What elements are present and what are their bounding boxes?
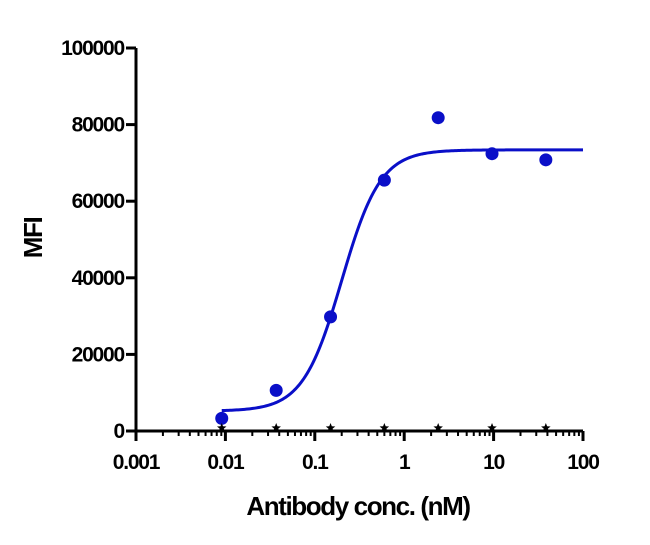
tick-labels: 0 20000 40000 60000 80000 100000 0.001 0.01 0.1 1… bbox=[61, 37, 600, 474]
y-tick-label: 60000 bbox=[72, 190, 125, 213]
data-point bbox=[539, 153, 553, 167]
control-point-marker bbox=[541, 423, 551, 433]
y-tick-label: 40000 bbox=[72, 267, 125, 290]
x-tick-label: 10 bbox=[483, 451, 504, 474]
y-tick-label: 20000 bbox=[72, 343, 125, 366]
ticks bbox=[126, 46, 585, 441]
data-point bbox=[431, 111, 445, 125]
y-tick-label: 80000 bbox=[72, 114, 125, 137]
data-point bbox=[269, 383, 283, 397]
x-tick-label: 1 bbox=[399, 451, 411, 474]
data-point bbox=[377, 173, 391, 187]
x-axis-title: Antibody conc. (nM) bbox=[246, 491, 470, 521]
x-tick-label: 0.1 bbox=[302, 451, 329, 474]
control-point-marker bbox=[216, 423, 227, 433]
fit-curve bbox=[221, 148, 583, 413]
data-point bbox=[324, 310, 338, 324]
x-tick-label: 0.001 bbox=[113, 451, 161, 474]
y-axis-title: MFI bbox=[18, 218, 48, 259]
x-tick-label: 100 bbox=[567, 451, 599, 474]
control-point-marker bbox=[325, 423, 336, 433]
data-points bbox=[215, 111, 553, 433]
control-point-marker bbox=[487, 423, 497, 433]
y-tick-label: 0 bbox=[114, 420, 125, 443]
data-point bbox=[485, 147, 499, 161]
fit-curves bbox=[221, 148, 583, 413]
control-point-marker bbox=[379, 423, 390, 433]
data-point bbox=[215, 411, 229, 425]
x-tick-label: 0.01 bbox=[207, 451, 245, 474]
control-point-marker bbox=[433, 423, 443, 433]
y-tick-label: 100000 bbox=[61, 37, 124, 60]
control-point-marker bbox=[271, 423, 281, 433]
axes bbox=[134, 48, 583, 433]
